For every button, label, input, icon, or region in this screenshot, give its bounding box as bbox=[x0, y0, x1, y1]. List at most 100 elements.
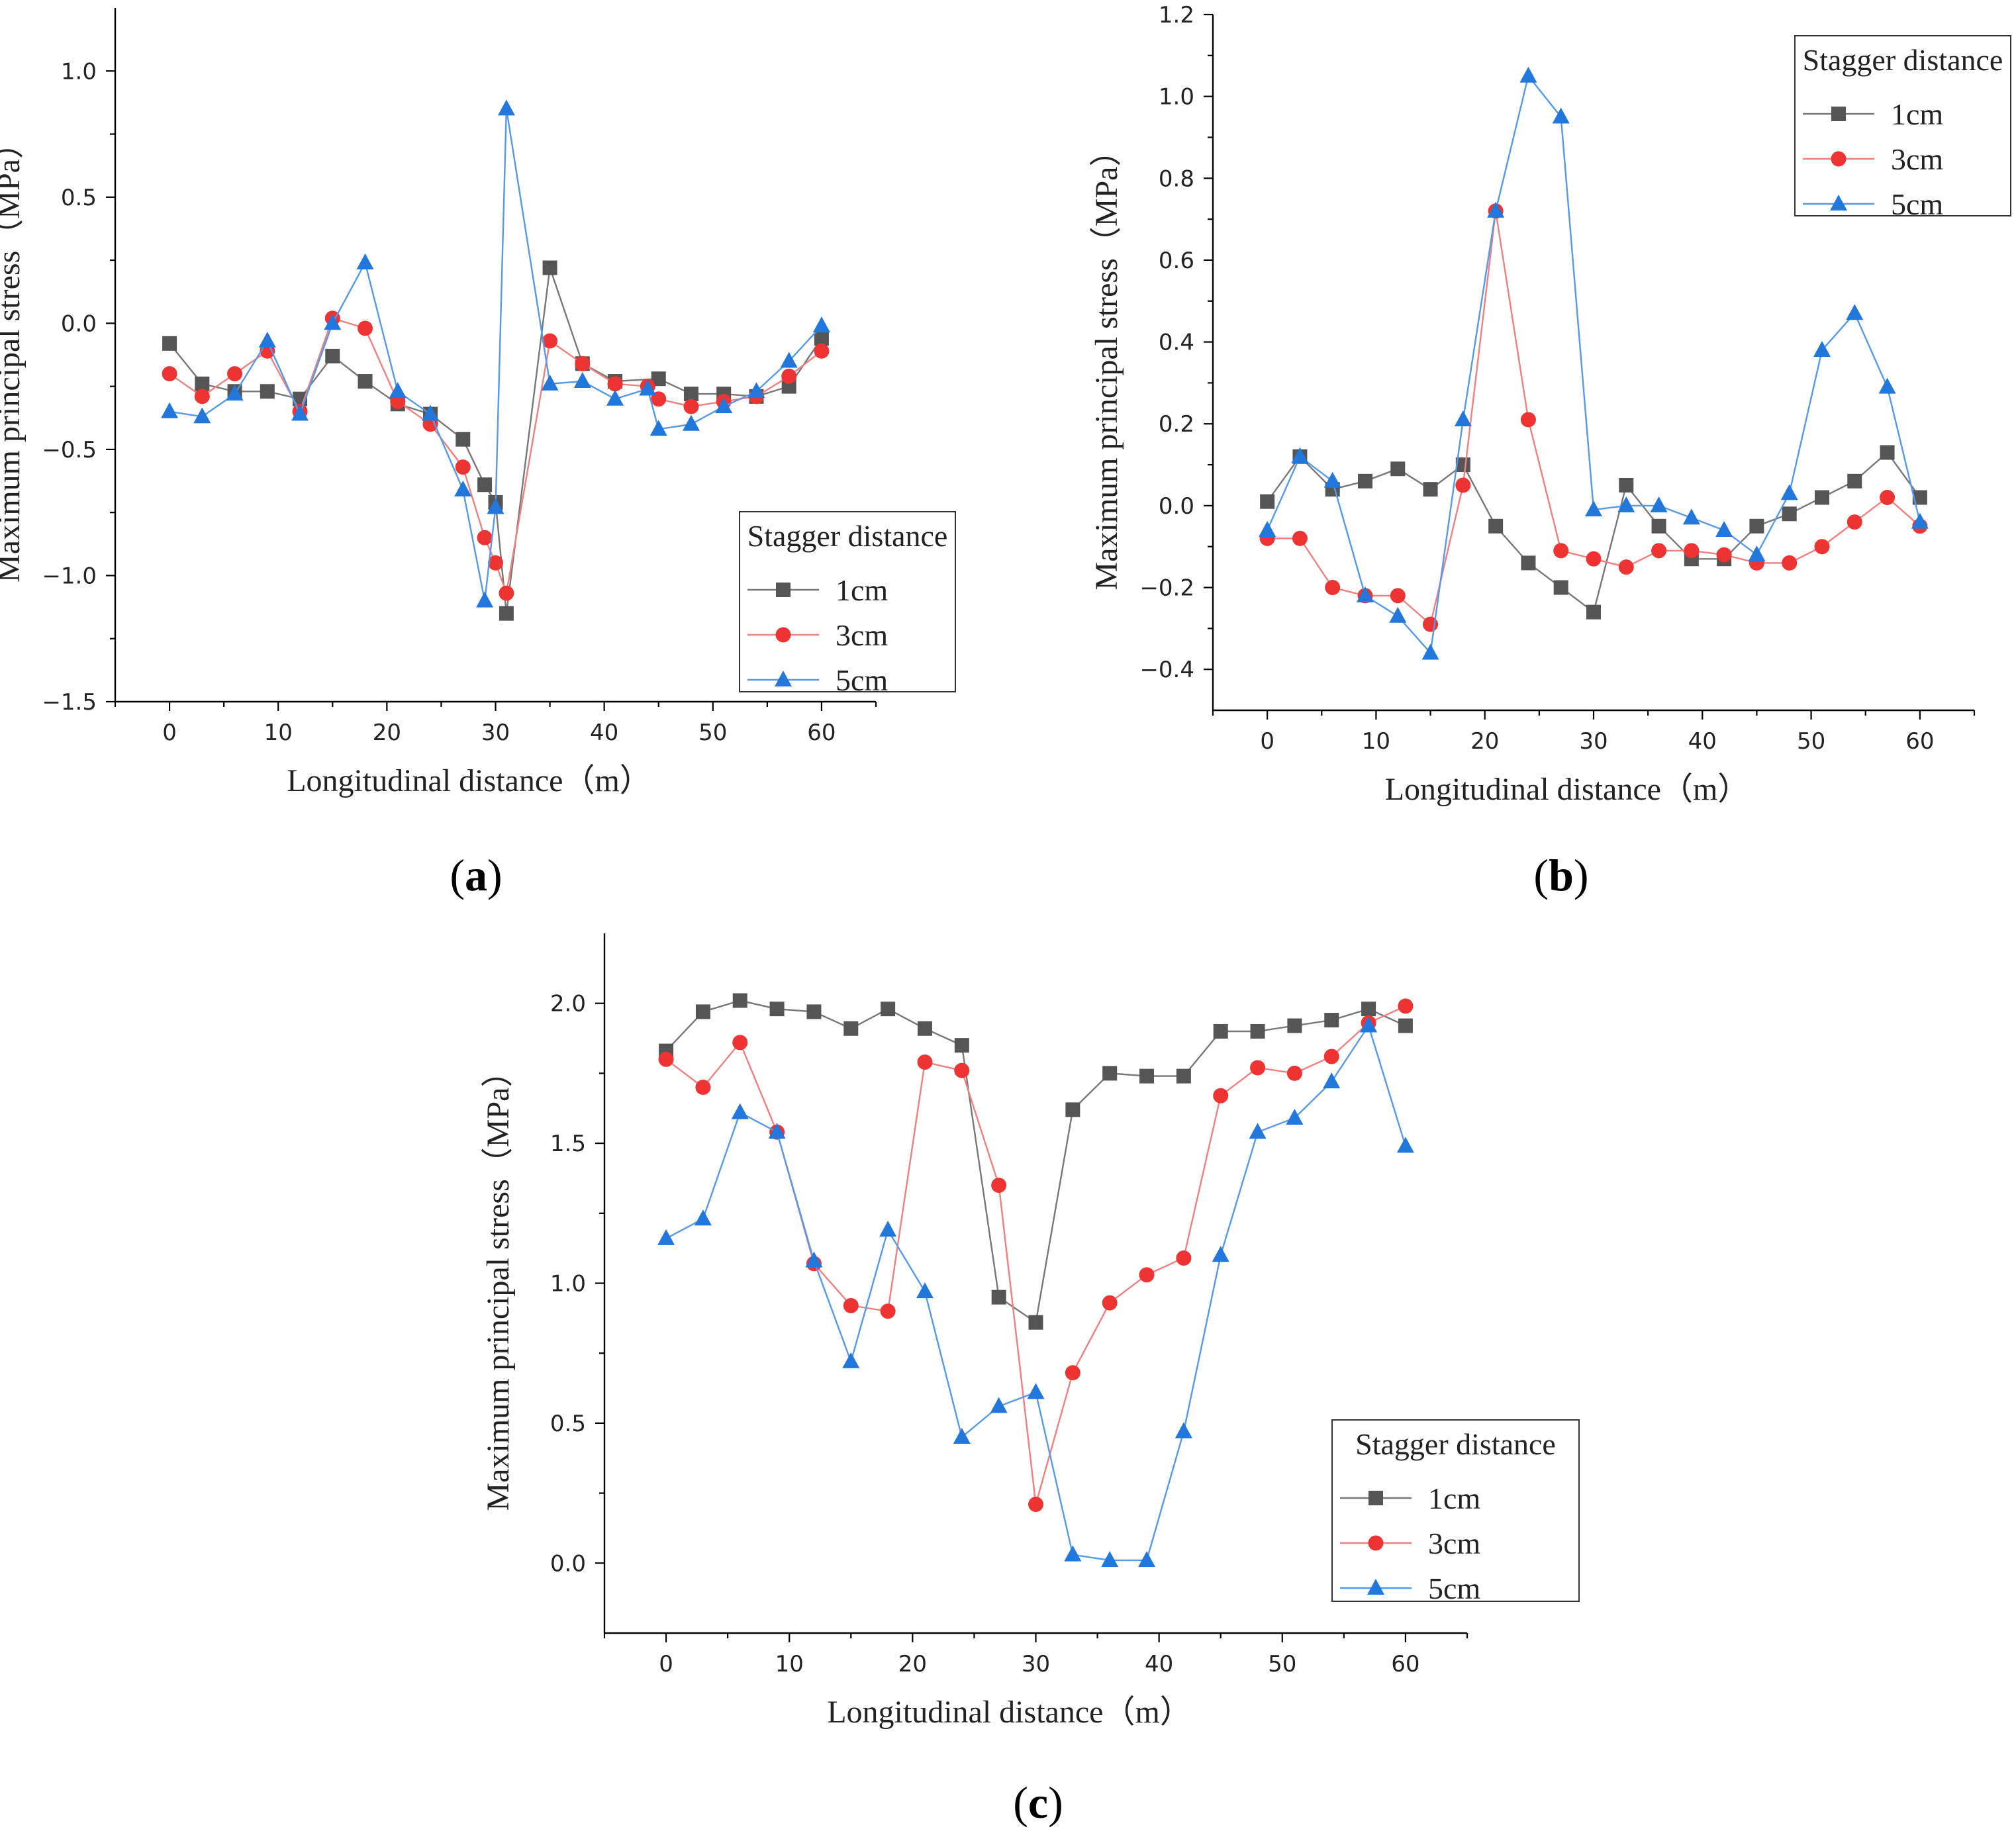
data-point-5cm bbox=[731, 1103, 749, 1119]
x-axis-title: Longitudinal distance（m） bbox=[827, 1695, 1192, 1730]
data-point-1cm bbox=[843, 1021, 859, 1036]
data-point-3cm bbox=[607, 376, 623, 392]
data-point-5cm bbox=[1064, 1545, 1082, 1562]
data-point-3cm bbox=[683, 399, 699, 414]
x-tick-label: 10 bbox=[264, 720, 293, 746]
data-point-1cm bbox=[542, 260, 557, 275]
data-point-3cm bbox=[1455, 477, 1471, 493]
y-tick-label: 0.5 bbox=[61, 185, 97, 211]
data-point-5cm bbox=[1454, 410, 1472, 427]
y-tick-label: 0.4 bbox=[1159, 330, 1194, 356]
data-point-3cm bbox=[1847, 514, 1862, 530]
legend-label-5cm: 5cm bbox=[1891, 187, 1943, 221]
data-point-5cm bbox=[1650, 496, 1668, 512]
x-tick-label: 40 bbox=[590, 720, 618, 746]
x-tick-label: 50 bbox=[698, 720, 727, 746]
x-tick-label: 10 bbox=[1362, 728, 1390, 755]
data-point-5cm bbox=[1291, 447, 1309, 463]
series-3cm bbox=[162, 310, 830, 601]
data-point-3cm bbox=[1325, 580, 1341, 596]
data-point-1cm bbox=[1586, 604, 1601, 620]
y-tick-label: −1.5 bbox=[42, 689, 97, 716]
data-point-3cm bbox=[455, 459, 471, 475]
data-point-1cm bbox=[456, 432, 471, 447]
data-point-3cm bbox=[1586, 551, 1602, 567]
chart-panel-c: 0 10 20 30 40 50 60 0.0 0.5 1.0 1.5 2.0 Longitudinal… bbox=[481, 933, 1580, 1828]
data-point-3cm bbox=[695, 1080, 711, 1096]
legend-marker-3cm bbox=[1831, 151, 1847, 167]
series-5cm bbox=[1259, 66, 1929, 660]
data-point-5cm bbox=[193, 407, 211, 424]
legend-marker-5cm bbox=[1830, 195, 1847, 211]
data-point-5cm bbox=[454, 480, 472, 496]
data-point-5cm bbox=[1360, 1016, 1378, 1033]
data-point-3cm bbox=[194, 389, 210, 404]
data-point-1cm bbox=[1102, 1066, 1118, 1081]
data-point-5cm bbox=[1027, 1383, 1045, 1399]
y-tick-label: 0.0 bbox=[550, 1550, 586, 1577]
data-point-1cm bbox=[1651, 518, 1666, 534]
data-point-1cm bbox=[1028, 1315, 1043, 1330]
data-point-1cm bbox=[651, 371, 666, 387]
data-point-1cm bbox=[325, 348, 340, 363]
data-point-1cm bbox=[1553, 580, 1568, 595]
data-point-1cm bbox=[814, 331, 829, 346]
data-point-3cm bbox=[499, 585, 514, 601]
data-point-1cm bbox=[1324, 1013, 1339, 1028]
data-point-1cm bbox=[1912, 490, 1927, 505]
data-point-5cm bbox=[990, 1397, 1008, 1413]
data-point-1cm bbox=[769, 1002, 785, 1017]
data-point-1cm bbox=[1287, 1018, 1302, 1033]
x-tick-label: 20 bbox=[1470, 728, 1499, 755]
data-point-1cm bbox=[1847, 473, 1862, 489]
data-point-1cm bbox=[1749, 518, 1764, 534]
data-point-5cm bbox=[1813, 340, 1831, 357]
x-tick-label: 20 bbox=[373, 720, 401, 746]
x-tick-label: 20 bbox=[898, 1651, 927, 1677]
data-point-1cm bbox=[732, 993, 747, 1008]
x-tick-label: 0 bbox=[659, 1651, 673, 1677]
data-point-5cm bbox=[389, 382, 407, 399]
data-point-3cm bbox=[991, 1178, 1007, 1194]
data-point-5cm bbox=[1519, 66, 1537, 83]
y-tick-label: 1.0 bbox=[61, 58, 97, 85]
series-5cm bbox=[657, 1016, 1414, 1568]
data-point-1cm bbox=[477, 477, 493, 493]
y-tick-label: 1.2 bbox=[1159, 2, 1194, 28]
data-point-5cm bbox=[1138, 1551, 1156, 1568]
data-point-5cm bbox=[1357, 586, 1374, 602]
data-point-5cm bbox=[805, 1251, 823, 1268]
y-tick-label: 1.5 bbox=[550, 1131, 586, 1157]
legend-label-1cm: 1cm bbox=[1428, 1481, 1480, 1515]
x-tick-label: 30 bbox=[481, 720, 510, 746]
x-tick-label: 40 bbox=[1688, 728, 1717, 755]
legend-label-3cm: 3cm bbox=[1891, 142, 1943, 176]
data-point-5cm bbox=[1323, 471, 1341, 488]
data-point-5cm bbox=[1249, 1123, 1267, 1139]
legend-marker-1cm bbox=[1368, 1491, 1383, 1505]
x-tick-label: 60 bbox=[1391, 1651, 1419, 1677]
legend-marker-3cm bbox=[1368, 1535, 1384, 1551]
data-point-1cm bbox=[1358, 473, 1372, 489]
data-point-1cm bbox=[1065, 1102, 1080, 1117]
data-point-3cm bbox=[1292, 530, 1308, 546]
data-point-5cm bbox=[1617, 496, 1635, 512]
legend-box bbox=[1794, 35, 2011, 216]
data-point-5cm bbox=[879, 1221, 897, 1237]
x-tick-label: 30 bbox=[1022, 1651, 1050, 1677]
legend-box bbox=[739, 511, 956, 692]
data-point-5cm bbox=[1175, 1422, 1192, 1438]
y-tick-label: 0.6 bbox=[1159, 248, 1194, 274]
data-point-3cm bbox=[162, 366, 177, 382]
data-point-3cm bbox=[1250, 1060, 1266, 1076]
series-3cm bbox=[1259, 203, 1928, 632]
data-point-5cm bbox=[780, 352, 798, 368]
data-point-1cm bbox=[1815, 490, 1829, 505]
y-tick-label: 2.0 bbox=[550, 991, 586, 1017]
y-tick-label: 0.2 bbox=[1159, 411, 1194, 438]
legend-title: Stagger distance bbox=[1355, 1427, 1556, 1461]
data-point-5cm bbox=[1846, 304, 1864, 320]
panel-label-c: (c) bbox=[1013, 1777, 1063, 1828]
data-point-5cm bbox=[1259, 520, 1276, 537]
data-point-3cm bbox=[1398, 998, 1414, 1014]
